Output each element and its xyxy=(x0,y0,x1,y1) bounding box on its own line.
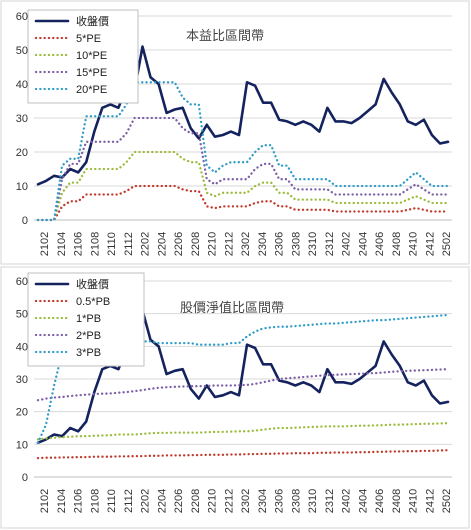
legend-label: 2*PB xyxy=(76,330,101,342)
series-line-1 xyxy=(36,449,450,460)
legend-label: 5*PE xyxy=(76,33,101,45)
pb-legend: 收盤價 0.5*PB 1*PB 2*PB 3*PB xyxy=(27,272,145,367)
x-tick-label: 2402 xyxy=(341,489,353,513)
y-tick-label: 0 xyxy=(22,472,28,484)
x-tick-label: 2208 xyxy=(190,232,202,256)
pb-x-axis: 2102 2104 2106 2108 2110 2112 2202 2204 2206 2208… xyxy=(34,476,453,513)
x-tick-label: 2312 xyxy=(324,232,336,256)
x-tick-label: 2312 xyxy=(324,489,336,513)
y-tick-label: 40 xyxy=(16,79,28,91)
x-tick-label: 2302 xyxy=(240,232,252,256)
series-line-2 xyxy=(36,150,450,222)
x-tick-label: 2102 xyxy=(39,232,51,256)
x-tick-label: 2106 xyxy=(73,232,85,256)
y-tick-label: 40 xyxy=(16,341,28,353)
x-tick-label: 2212 xyxy=(223,489,235,513)
legend-label: 0.5*PB xyxy=(76,296,110,308)
series-line-0 xyxy=(36,309,450,445)
pe-legend: 收盤價 5*PE 10*PE 15*PE 20*PE xyxy=(27,9,139,104)
x-tick-label: 2310 xyxy=(307,232,319,256)
y-tick-label: 30 xyxy=(16,113,28,125)
x-tick-label: 2406 xyxy=(374,232,386,256)
x-tick-label: 2408 xyxy=(391,232,403,256)
x-tick-label: 2310 xyxy=(307,489,319,513)
x-tick-label: 2112 xyxy=(123,232,135,256)
x-tick-label: 2210 xyxy=(207,489,219,513)
series-line-2 xyxy=(36,421,450,441)
x-tick-label: 2204 xyxy=(156,489,168,513)
y-tick-label: 50 xyxy=(16,309,28,321)
y-tick-label: 10 xyxy=(16,439,28,451)
y-tick-label: 20 xyxy=(16,147,28,159)
x-tick-label: 2204 xyxy=(156,232,168,256)
x-tick-label: 2410 xyxy=(408,489,420,513)
x-tick-label: 2206 xyxy=(173,489,185,513)
x-tick-label: 2110 xyxy=(106,232,118,256)
x-tick-label: 2306 xyxy=(274,489,286,513)
x-tick-label: 2206 xyxy=(173,232,185,256)
pb-band-chart: 0 10 20 30 40 50 60 2102 2104 2106 2108 2110 2112 22… xyxy=(16,272,453,513)
x-tick-label: 2304 xyxy=(257,489,269,513)
y-tick-label: 30 xyxy=(16,374,28,386)
legend-box xyxy=(27,9,139,104)
pb-y-axis: 0 10 20 30 40 50 60 xyxy=(16,276,28,484)
x-tick-label: 2502 xyxy=(441,232,453,256)
x-tick-label: 2102 xyxy=(39,489,51,513)
x-tick-label: 2110 xyxy=(106,489,118,513)
legend-label: 15*PE xyxy=(76,67,107,79)
pe-y-axis: 0 10 20 30 40 50 60 xyxy=(16,11,28,227)
series-line-0 xyxy=(36,45,450,186)
x-tick-label: 2304 xyxy=(257,232,269,256)
series-line-3 xyxy=(36,368,450,402)
x-tick-label: 2412 xyxy=(424,489,436,513)
pe-series-lines xyxy=(36,45,450,222)
legend-label: 收盤價 xyxy=(76,277,109,291)
x-tick-label: 2308 xyxy=(290,232,302,256)
legend-box xyxy=(27,272,145,367)
x-tick-label: 2402 xyxy=(341,232,353,256)
x-tick-label: 2404 xyxy=(357,489,369,513)
x-tick-label: 2208 xyxy=(190,489,202,513)
x-tick-label: 2302 xyxy=(240,489,252,513)
pe-band-chart: 0 10 20 30 40 50 60 2102 2104 2106 2108 2110 2112 22… xyxy=(16,9,453,256)
series-line-3 xyxy=(36,116,450,222)
y-tick-label: 0 xyxy=(22,215,28,227)
x-tick-label: 2406 xyxy=(374,489,386,513)
legend-label: 10*PE xyxy=(76,50,107,62)
x-tick-label: 2202 xyxy=(140,489,152,513)
legend-label: 20*PE xyxy=(76,84,107,96)
y-tick-label: 10 xyxy=(16,181,28,193)
x-tick-label: 2306 xyxy=(274,232,286,256)
x-tick-label: 2212 xyxy=(223,232,235,256)
x-tick-label: 2108 xyxy=(89,489,101,513)
pe-x-axis: 2102 2104 2106 2108 2110 2112 2202 2204 2206 2208… xyxy=(34,219,453,256)
x-tick-label: 2408 xyxy=(391,489,403,513)
y-tick-label: 60 xyxy=(16,276,28,288)
series-line-4 xyxy=(36,81,450,222)
x-tick-label: 2410 xyxy=(408,232,420,256)
legend-label: 1*PB xyxy=(76,313,101,325)
pb-chart-title: 股價淨值比區間帶 xyxy=(180,300,284,316)
x-tick-label: 2412 xyxy=(424,232,436,256)
x-tick-label: 2202 xyxy=(140,232,152,256)
x-tick-label: 2108 xyxy=(89,232,101,256)
x-tick-label: 2502 xyxy=(441,489,453,513)
x-tick-label: 2104 xyxy=(56,489,68,513)
x-tick-label: 2404 xyxy=(357,232,369,256)
pe-chart-title: 本益比區間帶 xyxy=(186,29,264,44)
x-tick-label: 2106 xyxy=(73,489,85,513)
legend-label: 收盤價 xyxy=(76,14,109,28)
y-tick-label: 20 xyxy=(16,407,28,419)
x-tick-label: 2308 xyxy=(290,489,302,513)
x-tick-label: 2210 xyxy=(207,232,219,256)
y-tick-label: 50 xyxy=(16,45,28,57)
y-tick-label: 60 xyxy=(16,11,28,23)
legend-label: 3*PB xyxy=(76,347,101,359)
series-line-1 xyxy=(36,184,450,222)
x-tick-label: 2112 xyxy=(123,489,135,513)
x-tick-label: 2104 xyxy=(56,232,68,256)
